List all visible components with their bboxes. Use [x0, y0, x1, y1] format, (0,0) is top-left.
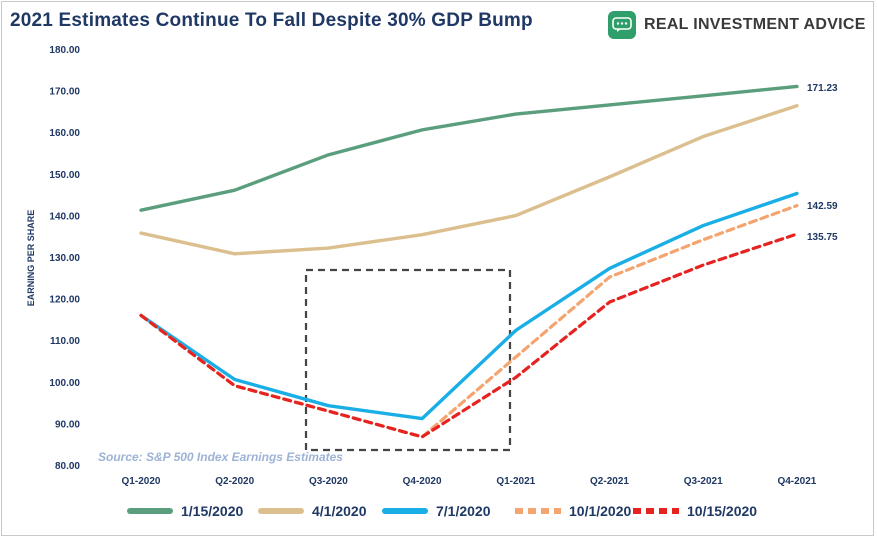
legend-swatch — [515, 508, 561, 514]
legend-label: 10/15/2020 — [687, 503, 758, 519]
series-line-7-1-2020 — [139, 191, 799, 421]
series-line-10-15-2020 — [139, 232, 799, 439]
legend-label: 7/1/2020 — [436, 503, 491, 519]
series-line-4-1-2020 — [139, 104, 799, 256]
series-lines — [139, 84, 799, 439]
y-tick-label: 150.00 — [49, 170, 80, 181]
y-tick-label: 90.00 — [55, 419, 80, 430]
legend-item: 1/15/2020 — [127, 499, 243, 523]
y-tick-label: 130.00 — [49, 253, 80, 264]
y-tick-label: 140.00 — [49, 211, 80, 222]
legend-swatch — [258, 508, 304, 514]
y-tick-label: 120.00 — [49, 295, 80, 306]
chat-bubble-icon — [608, 11, 636, 39]
end-label-10-1-2020: 142.59 — [807, 201, 838, 212]
legend-item: 10/1/2020 — [515, 499, 631, 523]
brand-logo-text: REAL INVESTMENT ADVICE — [644, 16, 866, 33]
x-axis-ticks: Q1-2020 Q2-2020 Q3-2020 Q4-2020 Q1-2021 Q2-20… — [122, 476, 817, 487]
chart-title: 2021 Estimates Continue To Fall Despite … — [10, 10, 533, 31]
series-line-1-15-2020 — [139, 84, 799, 212]
x-tick-label: Q4-2020 — [403, 476, 442, 487]
y-tick-label: 180.00 — [49, 45, 80, 56]
source-note: Source: S&P 500 Index Earnings Estimates — [98, 450, 343, 464]
y-tick-label: 110.00 — [50, 336, 80, 347]
x-tick-label: Q3-2021 — [684, 476, 723, 487]
x-tick-label: Q2-2020 — [215, 476, 254, 487]
series-line-10-1-2020 — [139, 204, 799, 439]
legend-item: 10/15/2020 — [633, 499, 757, 523]
x-tick-label: Q4-2021 — [777, 476, 816, 487]
legend-swatch — [127, 508, 173, 514]
legend-label: 1/15/2020 — [181, 503, 244, 519]
legend-swatch — [382, 508, 428, 514]
x-tick-label: Q1-2020 — [122, 476, 161, 487]
y-axis-ticks: 80.00 90.00 100.00 110.00 120.00 130.00 140.00… — [49, 45, 80, 472]
y-tick-label: 80.00 — [55, 461, 80, 472]
x-tick-label: Q3-2020 — [309, 476, 348, 487]
y-tick-label: 160.00 — [49, 128, 80, 139]
legend-item: 7/1/2020 — [382, 499, 491, 523]
y-tick-label: 100.00 — [49, 378, 80, 389]
end-label-10-15-2020: 135.75 — [807, 232, 838, 243]
brand-logo: REAL INVESTMENT ADVICE — [608, 10, 866, 40]
end-label-1-15-2020: 171.23 — [807, 83, 838, 94]
x-tick-label: Q1-2021 — [496, 476, 535, 487]
y-axis-label: EARNING PER SHARE — [26, 210, 36, 307]
legend-label: 10/1/2020 — [569, 503, 632, 519]
legend-swatch — [633, 508, 679, 514]
legend-label: 4/1/2020 — [312, 503, 367, 519]
legend-item: 4/1/2020 — [258, 499, 367, 523]
highlight-box — [304, 268, 512, 452]
x-tick-label: Q2-2021 — [590, 476, 629, 487]
chart-legend: 1/15/2020 4/1/2020 7/1/2020 10/1/2020 10/15/… — [0, 499, 877, 523]
y-tick-label: 170.00 — [49, 87, 80, 98]
